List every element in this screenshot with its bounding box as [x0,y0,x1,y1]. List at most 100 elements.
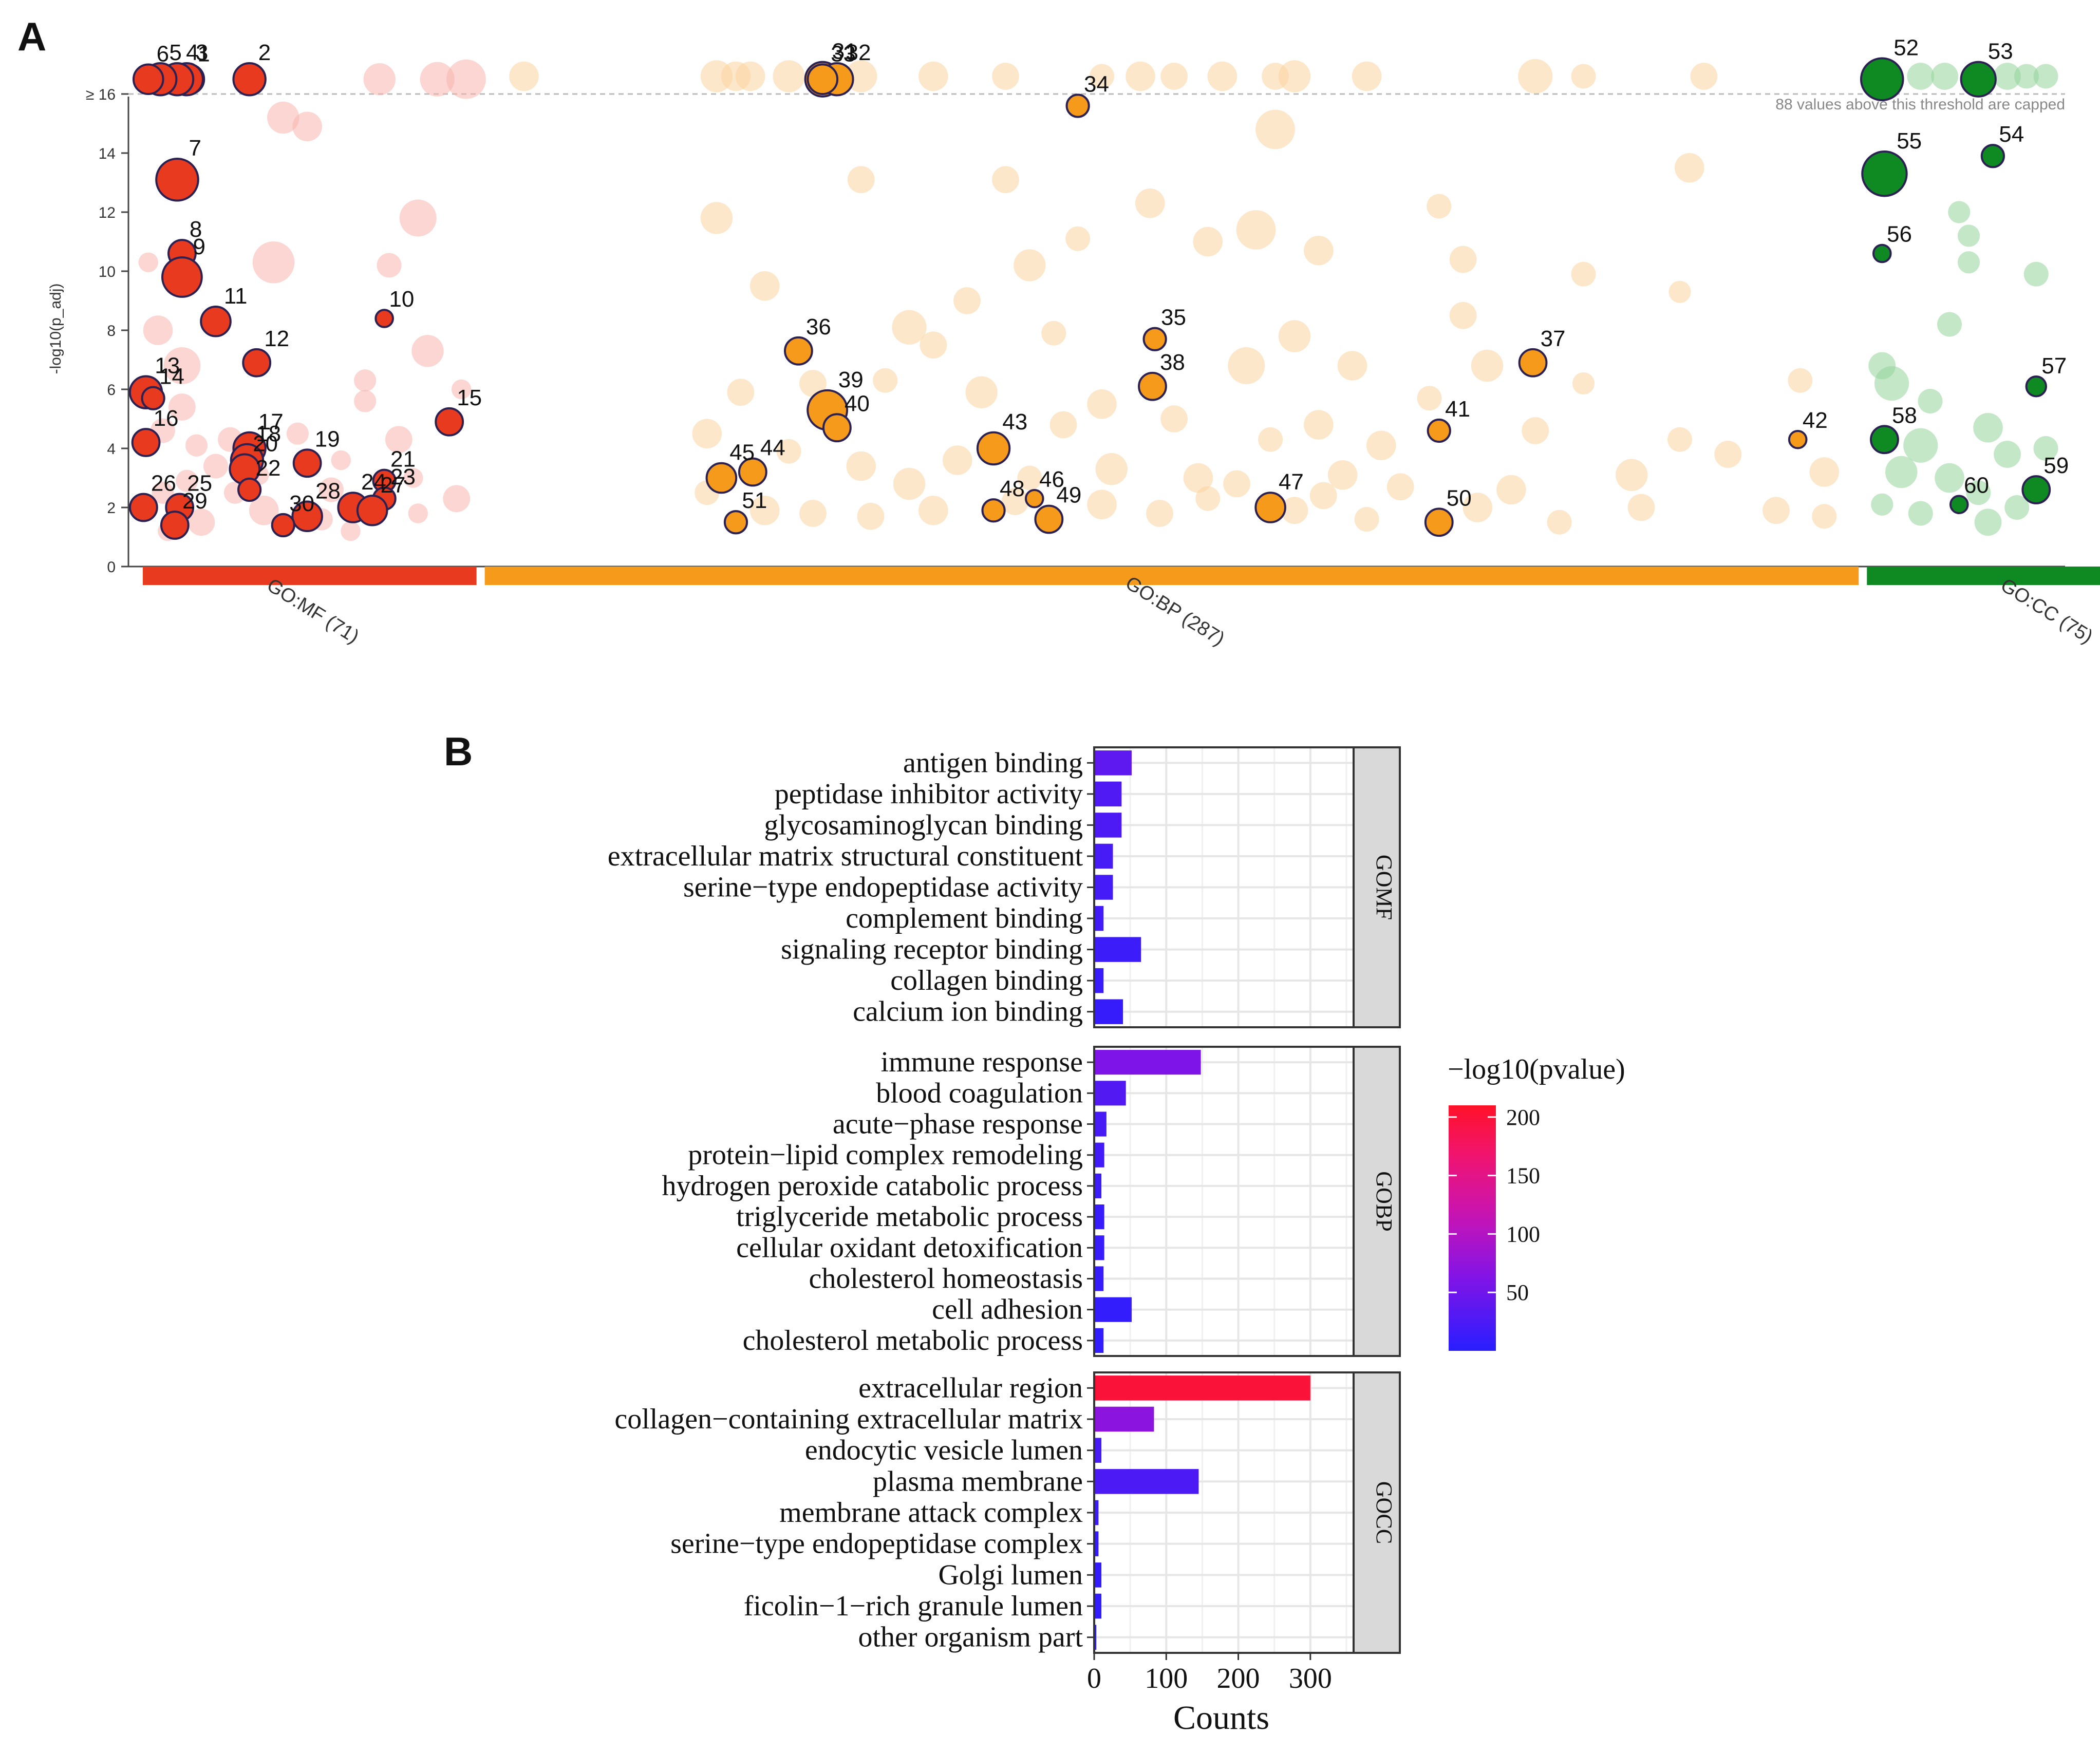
background-point [799,500,827,527]
source-bar [484,567,1859,585]
bar [1094,1173,1102,1198]
background-point [942,445,972,475]
background-point [163,347,201,384]
background-point [1090,64,1114,89]
highlighted-point [1427,418,1451,443]
highlighted-point [356,494,388,526]
background-point [1095,453,1128,485]
background-point [363,63,396,96]
category-label: collagen binding [890,965,1083,996]
background-point [776,439,801,464]
point-label: 7 [189,136,201,161]
background-point [411,335,444,367]
source-bar [1867,567,2100,585]
background-point [1193,227,1223,257]
background-point [873,368,898,393]
point-label: 2 [258,40,271,65]
background-point [286,422,309,445]
highlighted-point [1142,327,1167,351]
point-label: 42 [1803,408,1828,433]
background-point [138,252,158,272]
point-label: 26 [151,471,176,496]
x-axis-label: Counts [1173,1699,1269,1737]
category-label: membrane attack complex [779,1497,1083,1529]
legend-title: −log10(pvalue) [1448,1053,1625,1085]
legend-tick-label: 200 [1506,1105,1540,1130]
category-label: endocytic vesicle lumen [805,1435,1083,1466]
point-label: 40 [845,391,870,416]
x-tick-label: 200 [1217,1663,1260,1694]
point-label: 43 [1002,409,1027,435]
point-label: 59 [2043,453,2069,478]
background-point [1627,494,1655,521]
bar [1094,1376,1310,1401]
background-point [408,503,428,523]
category-label: glycosaminoglycan binding [764,809,1083,841]
y-tick-label: 2 [107,500,116,517]
point-label: 23 [390,464,416,489]
background-point [700,202,733,234]
category-label: antigen binding [903,747,1083,779]
background-point [446,59,486,99]
point-label: 47 [1279,469,1304,495]
background-point [749,495,780,525]
background-point [341,521,361,541]
background-point [252,241,295,284]
background-point [1572,372,1595,395]
point-label: 37 [1541,326,1566,351]
facet-strip-label: GOCC [1372,1481,1397,1544]
category-label: cellular oxidant detoxification [736,1232,1083,1264]
background-point [1278,60,1311,92]
background-point [1281,497,1308,524]
background-point [727,379,755,406]
point-label: 50 [1447,485,1472,511]
background-point [168,393,196,421]
background-point [1937,312,1962,337]
point-label: 53 [1988,39,2013,64]
background-point [735,61,765,91]
bar [1094,1081,1126,1106]
y-axis-label: -log10(p_adj) [47,284,64,374]
background-point [188,508,215,536]
highlighted-point [822,413,852,443]
cap-note: 88 values above this threshold are cappe… [1775,96,2065,113]
highlighted-point [807,63,839,96]
point-label: 54 [1999,122,2024,147]
bar [1094,1562,1102,1588]
bar [1094,1406,1154,1432]
point-label: 13 [155,353,180,379]
highlighted-point [271,513,295,538]
point-label: 1 [197,41,210,66]
point-label: 58 [1892,403,1917,428]
point-label: 49 [1056,483,1081,508]
point-label: 4 [186,40,198,65]
category-label: protein−lipid complex remodeling [688,1139,1083,1171]
point-label: 14 [159,364,184,389]
background-point [1522,417,1549,444]
category-label: collagen−containing extracellular matrix [614,1403,1083,1435]
highlighted-point [1980,144,2005,168]
point-label: 9 [193,234,205,259]
background-point [1146,500,1173,527]
legend-tick-label: 150 [1506,1163,1540,1189]
background-point [1547,510,1572,535]
background-point [953,287,981,314]
point-label: 29 [182,488,208,514]
point-label: 51 [742,488,767,513]
panel-label-b: B [444,729,473,774]
bar [1094,843,1113,869]
point-label: 17 [258,409,284,435]
highlighted-point [1860,57,1904,102]
background-point [1327,460,1358,490]
background-point [385,426,413,454]
point-label: 20 [253,431,278,456]
category-label: plasma membrane [873,1465,1083,1497]
background-point [1966,480,1991,505]
background-point [1994,441,2021,468]
bar [1094,1112,1107,1137]
background-point [1278,320,1311,352]
background-point [1571,64,1596,89]
background-point [918,495,948,525]
background-point [965,376,998,408]
point-label: 45 [729,440,755,465]
